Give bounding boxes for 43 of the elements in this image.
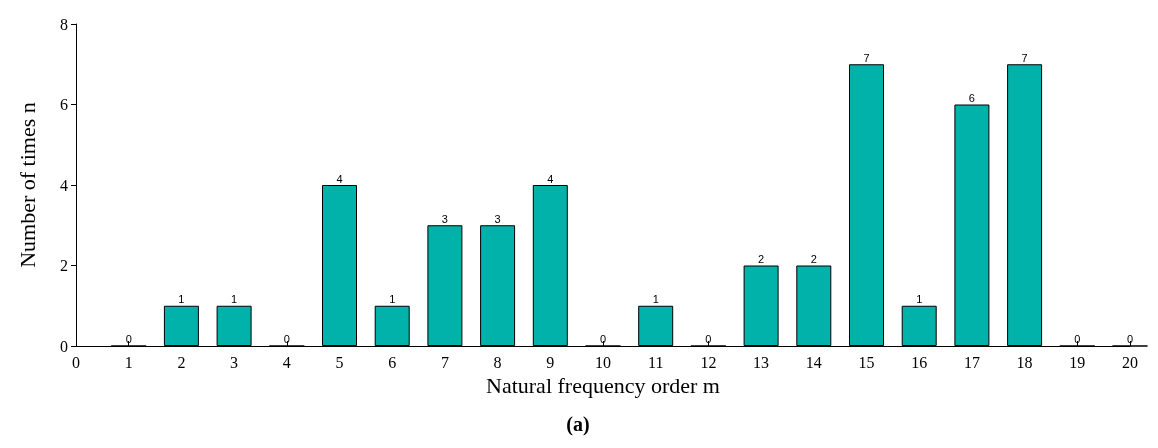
data-label: 2	[810, 253, 817, 265]
data-label: 1	[916, 293, 923, 306]
x-tick-label: 8	[493, 353, 502, 371]
y-axis-title: Number of times n	[14, 102, 40, 268]
x-tick-label: 20	[1122, 353, 1138, 371]
x-tick-label: 6	[388, 353, 397, 371]
data-label: 1	[231, 293, 238, 306]
data-label: 1	[178, 293, 185, 306]
x-tick-label: 19	[1069, 353, 1086, 371]
x-axis-title: Natural frequency order m	[486, 373, 720, 399]
x-tick-label: 11	[648, 353, 664, 371]
y-tick-label: 0	[60, 337, 68, 355]
x-tick-label: 9	[546, 353, 555, 371]
y-tick-label: 6	[60, 96, 68, 113]
data-label: 4	[547, 172, 554, 185]
x-tick-label: 1	[124, 353, 133, 371]
data-label: 1	[652, 293, 659, 306]
x-tick-label: 10	[595, 353, 611, 371]
x-tick-label: 4	[282, 353, 291, 371]
x-tick-label: 14	[805, 353, 822, 371]
x-tick-label: 7	[440, 353, 449, 371]
x-tick-label: 15	[858, 353, 875, 371]
data-label: 3	[441, 212, 448, 225]
x-tick-label: 0	[72, 353, 80, 371]
y-tick-label: 2	[60, 257, 68, 274]
x-tick-label: 13	[753, 353, 770, 371]
x-tick-label: 3	[230, 353, 239, 371]
data-label: 1	[389, 293, 396, 306]
data-label: 3	[494, 212, 501, 225]
y-tick-label: 8	[60, 15, 68, 33]
text: (a)	[566, 413, 590, 436]
x-tick-label: 18	[1016, 353, 1033, 371]
data-label: 4	[336, 172, 343, 185]
x-tick-label: 16	[911, 353, 928, 371]
x-tick-label: 5	[335, 353, 344, 371]
y-tick-label: 4	[60, 176, 68, 194]
x-tick-label: 12	[700, 353, 717, 371]
data-label: 2	[758, 253, 765, 265]
x-tick-label: 17	[963, 353, 980, 371]
data-label: 6	[968, 92, 975, 104]
data-label: 7	[1021, 51, 1028, 64]
x-tick-label: 2	[177, 353, 186, 371]
data-label: 7	[863, 51, 870, 64]
